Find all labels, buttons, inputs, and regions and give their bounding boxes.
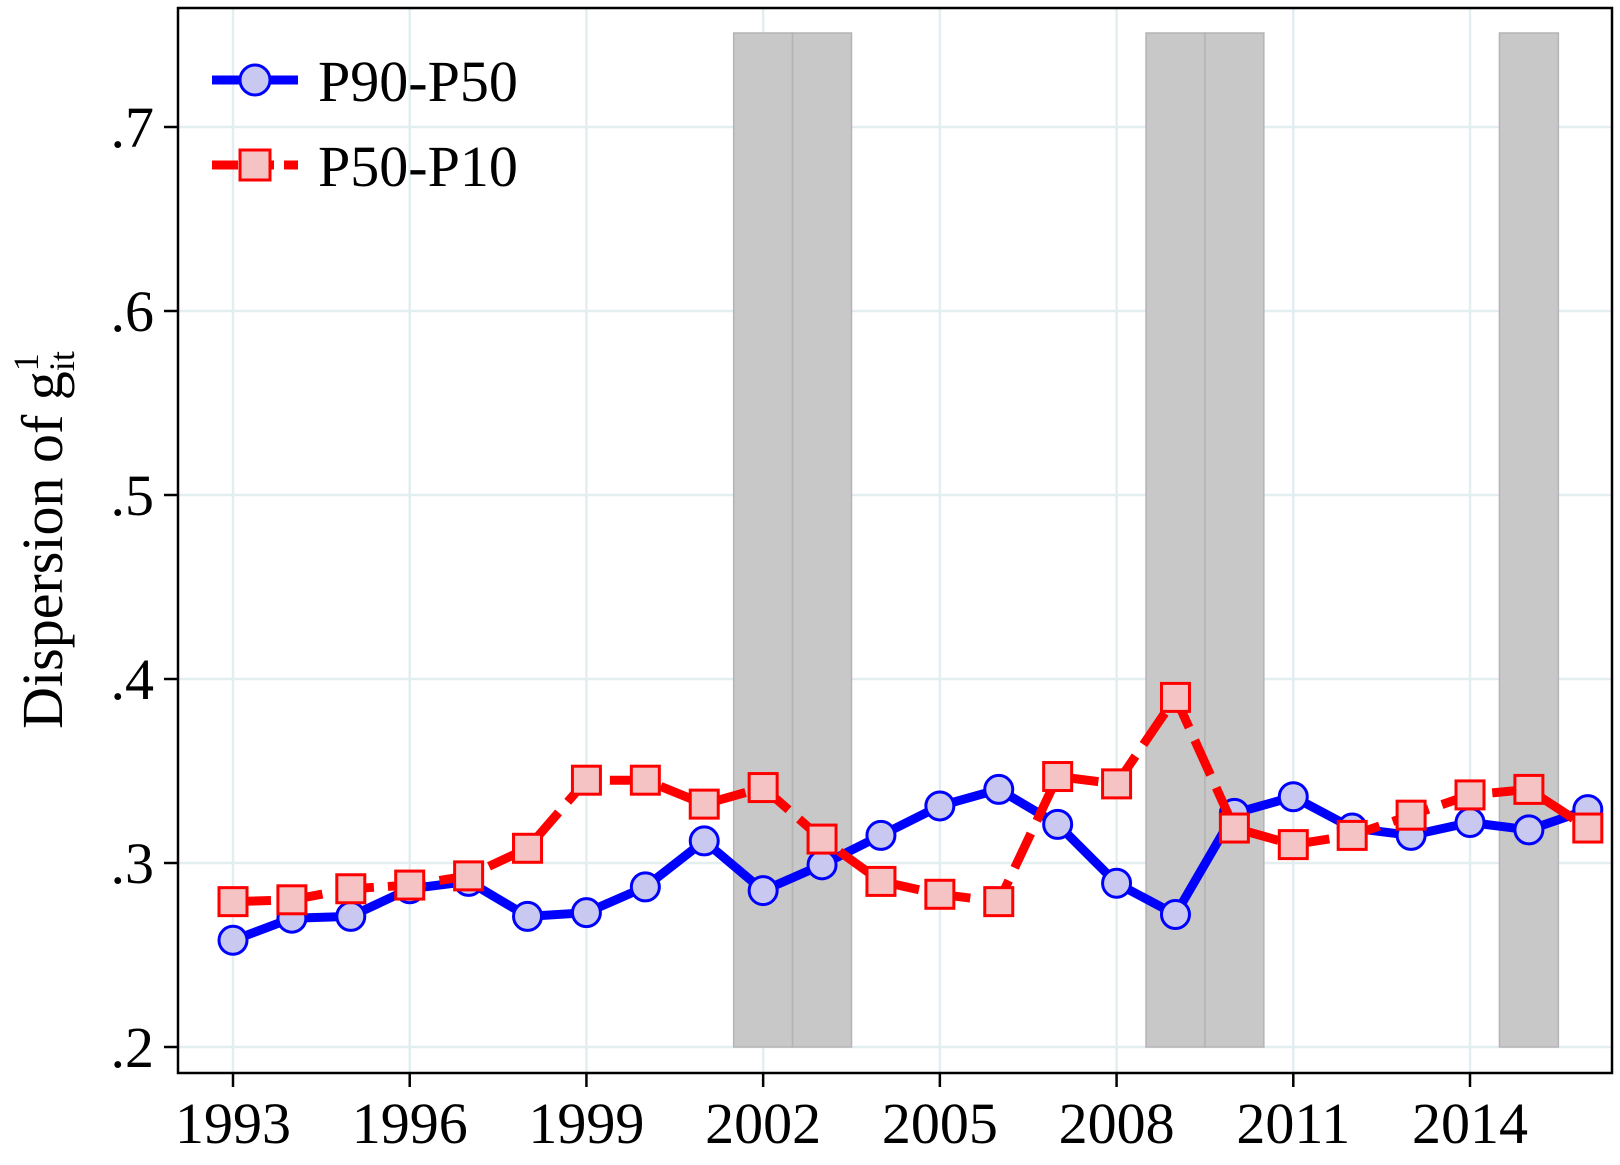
grid xyxy=(178,8,1612,1073)
x-tick-label-2: 1999 xyxy=(528,1091,644,1156)
point-P50-P10-1999 xyxy=(570,764,602,796)
y-axis-title-subscript: it xyxy=(42,351,82,371)
point-P50-P10-2007 xyxy=(1042,761,1074,793)
shaded-period-3 xyxy=(1204,32,1265,1048)
y-tick-label-2: .4 xyxy=(111,647,155,712)
x-tick-label-7: 2014 xyxy=(1412,1091,1528,1156)
y-tick-label-5: .7 xyxy=(111,95,155,160)
x-tick-label-6: 2011 xyxy=(1236,1091,1350,1156)
point-P50-P10-2012 xyxy=(1336,819,1368,851)
axes: 1993 1996 1999 2002 2005 2008 2011 2014 .2 .3 .4 .5… xyxy=(111,95,1529,1156)
legend-item-P90-P50: P90-P50 xyxy=(212,49,518,114)
x-tick-label-1: 1996 xyxy=(352,1091,468,1156)
shaded-period-1 xyxy=(791,32,853,1048)
point-P90-P50-2008 xyxy=(1101,867,1133,899)
point-P90-P50-2001 xyxy=(688,825,720,857)
point-P50-P10-1994 xyxy=(276,884,308,916)
point-P50-P10-2015 xyxy=(1513,773,1545,805)
y-tick-label-4: .6 xyxy=(111,279,155,344)
point-P50-P10-1996 xyxy=(394,869,426,901)
point-P50-P10-2005 xyxy=(924,878,956,910)
point-P90-P50-2015 xyxy=(1513,814,1545,846)
legend-label-P50-P10: P50-P10 xyxy=(318,134,518,199)
point-P50-P10-2013 xyxy=(1395,799,1427,831)
point-P50-P10-2002 xyxy=(747,772,779,804)
point-P90-P50-2011 xyxy=(1277,781,1309,813)
y-tick-label-0: .2 xyxy=(111,1015,155,1080)
series xyxy=(217,681,1604,956)
y-axis-title: Dispersion of g1it xyxy=(6,351,82,729)
legend: P90-P50 P50-P10 xyxy=(212,49,518,199)
shaded-period-4 xyxy=(1498,32,1560,1048)
point-P50-P10-2010 xyxy=(1218,812,1250,844)
y-tick-label-1: .3 xyxy=(111,831,155,896)
point-P90-P50-1995 xyxy=(335,900,367,932)
point-P50-P10-1995 xyxy=(335,873,367,905)
point-P90-P50-2006 xyxy=(983,773,1015,805)
y-axis-title-text: Dispersion of g1it xyxy=(6,351,82,729)
point-P50-P10-2009 xyxy=(1159,681,1191,713)
point-P50-P10-2008 xyxy=(1101,768,1133,800)
point-P50-P10-2016 xyxy=(1572,812,1604,844)
point-P90-P50-1999 xyxy=(570,897,602,929)
shaded-period-2 xyxy=(1145,32,1206,1048)
x-tick-label-4: 2005 xyxy=(882,1091,998,1156)
point-P90-P50-2009 xyxy=(1159,899,1191,931)
point-P90-P50-2005 xyxy=(924,790,956,822)
x-tick-label-0: 1993 xyxy=(175,1091,291,1156)
point-P50-P10-1997 xyxy=(453,860,485,892)
point-P50-P10-1993 xyxy=(217,886,249,918)
legend-label-P90-P50: P90-P50 xyxy=(318,49,518,114)
point-P50-P10-1998 xyxy=(512,832,544,864)
x-tick-label-5: 2008 xyxy=(1059,1091,1175,1156)
point-P90-P50-2014 xyxy=(1454,807,1486,839)
point-P50-P10-2014 xyxy=(1454,779,1486,811)
y-axis-title-superscript: 1 xyxy=(6,353,46,371)
point-P50-P10-2004 xyxy=(865,865,897,897)
legend-item-P50-P10: P50-P10 xyxy=(212,134,518,199)
point-P90-P50-2002 xyxy=(747,875,779,907)
point-P90-P50-2000 xyxy=(629,871,661,903)
legend-marker-P90-P50 xyxy=(238,63,272,97)
point-P90-P50-1993 xyxy=(217,924,249,956)
point-P50-P10-2001 xyxy=(688,788,720,820)
point-P90-P50-2003 xyxy=(806,849,838,881)
y-tick-label-3: .5 xyxy=(111,463,155,528)
series-P50-P10 xyxy=(217,681,1604,918)
point-P50-P10-2000 xyxy=(629,764,661,796)
point-P90-P50-1998 xyxy=(512,900,544,932)
y-axis-title-main: Dispersion of g xyxy=(10,371,75,729)
point-P50-P10-2006 xyxy=(983,886,1015,918)
legend-marker-P50-P10 xyxy=(238,148,272,182)
point-P50-P10-2011 xyxy=(1277,829,1309,861)
plot-frame xyxy=(176,6,1614,1075)
point-P90-P50-2004 xyxy=(865,819,897,851)
point-P50-P10-2003 xyxy=(806,823,838,855)
point-P90-P50-2007 xyxy=(1042,808,1074,840)
x-tick-label-3: 2002 xyxy=(705,1091,821,1156)
